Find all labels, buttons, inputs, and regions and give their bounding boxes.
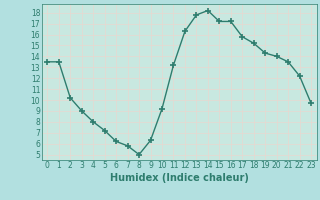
X-axis label: Humidex (Indice chaleur): Humidex (Indice chaleur): [110, 173, 249, 183]
